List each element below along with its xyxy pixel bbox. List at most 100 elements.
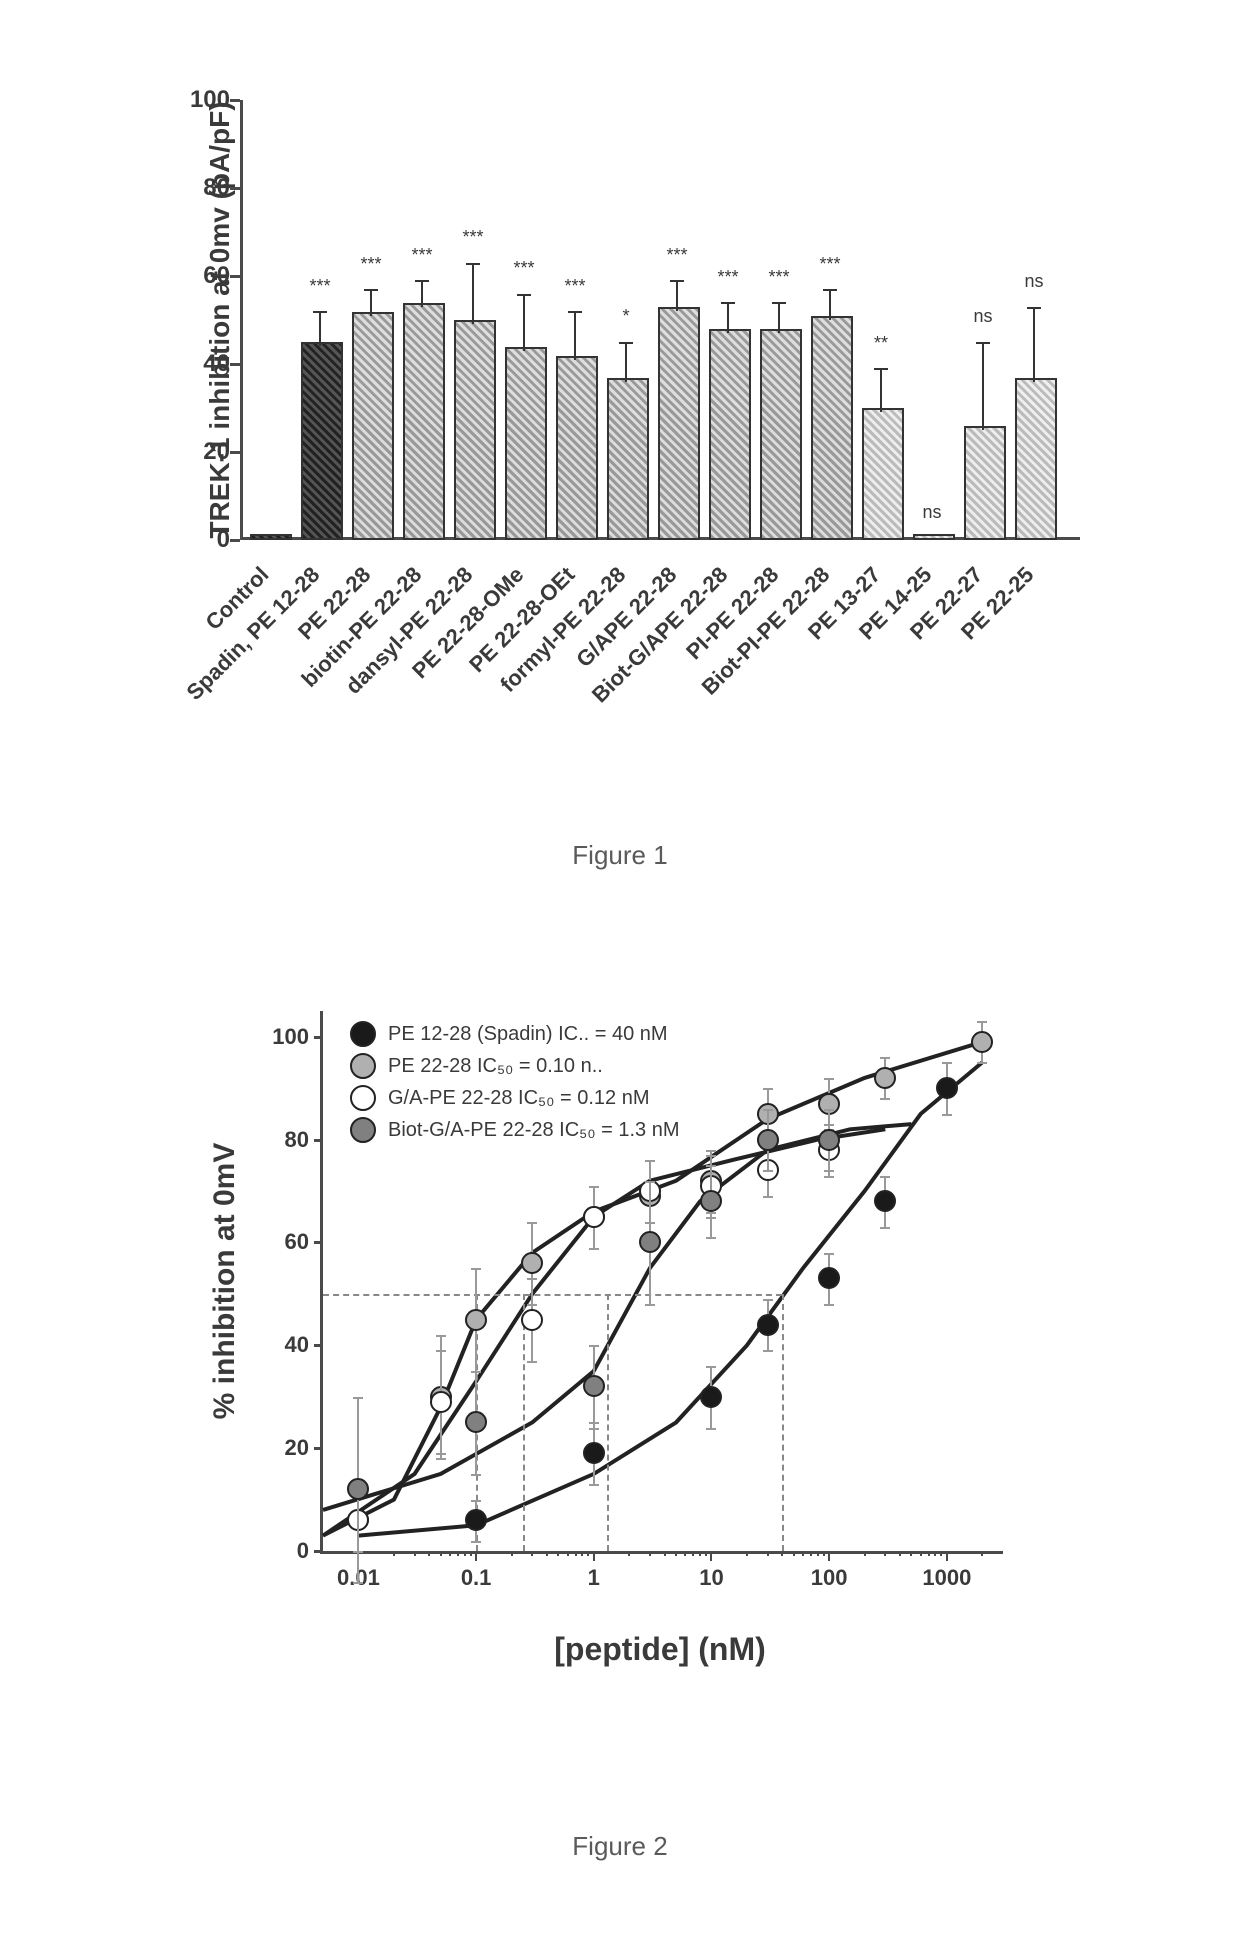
figure-2-data-point bbox=[936, 1077, 958, 1099]
figure-2-error-cap bbox=[977, 1021, 987, 1023]
figure-2-data-point bbox=[465, 1509, 487, 1531]
figure-2-error-cap bbox=[763, 1299, 773, 1301]
figure-2-error-cap bbox=[706, 1155, 716, 1157]
figure-1-error-bar bbox=[982, 342, 984, 430]
figure-1-y-axis bbox=[240, 100, 243, 540]
figure-2-error-cap bbox=[645, 1160, 655, 1162]
figure-2-legend-text: PE 12-28 (Spadin) IC.. = 40 nM bbox=[388, 1023, 668, 1046]
figure-2-x-minor-tick bbox=[767, 1551, 769, 1556]
figure-1-category-label: PI-PE 22-28 bbox=[766, 562, 784, 580]
figure-2-error-cap bbox=[589, 1186, 599, 1188]
figure-2-x-minor-tick bbox=[393, 1551, 395, 1556]
figure-2-data-point bbox=[874, 1190, 896, 1212]
figure-1-error-cap bbox=[670, 280, 684, 282]
figure-2-error-cap bbox=[436, 1453, 446, 1455]
figure-1-error-cap bbox=[874, 368, 888, 370]
figure-1-y-tick bbox=[230, 187, 240, 190]
figure-2-data-point bbox=[430, 1391, 452, 1413]
figure-2-x-tick-label: 1 bbox=[588, 1551, 600, 1591]
figure-2-x-tick-label: 1000 bbox=[922, 1551, 971, 1591]
figure-2-error-cap bbox=[942, 1114, 952, 1116]
figure-2-x-minor-tick bbox=[884, 1551, 886, 1556]
figure-2-error-cap bbox=[824, 1109, 834, 1111]
figure-2-legend-text: G/A-PE 22-28 IC₅₀ = 0.12 nM bbox=[388, 1087, 649, 1110]
figure-1-significance-label: *** bbox=[360, 254, 381, 275]
figure-1-bar bbox=[556, 356, 598, 540]
figure-1-significance-label: ns bbox=[1024, 271, 1043, 292]
figure-2-dashed-ic50-drop bbox=[607, 1294, 609, 1551]
figure-2-x-minor-tick bbox=[557, 1551, 559, 1556]
figure-2-x-minor-tick bbox=[628, 1551, 630, 1556]
figure-2-error-cap bbox=[824, 1253, 834, 1255]
figure-2-x-minor-tick bbox=[449, 1551, 451, 1556]
figure-2-x-minor-tick bbox=[531, 1551, 533, 1556]
figure-2-x-minor-tick bbox=[414, 1551, 416, 1556]
figure-2-data-point bbox=[465, 1411, 487, 1433]
figure-1-significance-label: *** bbox=[513, 258, 534, 279]
figure-2-y-tick-label: 0 bbox=[297, 1538, 323, 1564]
figure-2-data-point bbox=[818, 1267, 840, 1289]
figure-2-error-cap bbox=[824, 1304, 834, 1306]
figure-1-category-label: PE 22-27 bbox=[970, 562, 988, 580]
figure-2-error-cap bbox=[706, 1237, 716, 1239]
figure-1-error-bar bbox=[778, 302, 780, 333]
figure-2-x-minor-tick bbox=[675, 1551, 677, 1556]
figure-1-category-label: G/APE 22-28 bbox=[664, 562, 682, 580]
figure-2-legend-item: G/A-PE 22-28 IC₅₀ = 0.12 nM bbox=[350, 1085, 679, 1111]
figure-1-category-label: PE 22-25 bbox=[1021, 562, 1039, 580]
figure-1-bar bbox=[811, 316, 853, 540]
figure-1-significance-label: *** bbox=[309, 276, 330, 297]
figure-1-category-label: biotin-PE 22-28 bbox=[409, 562, 427, 580]
figure-2-x-minor-tick bbox=[692, 1551, 694, 1556]
figure-2-error-cap bbox=[527, 1278, 537, 1280]
figure-2-legend-marker bbox=[350, 1021, 376, 1047]
figure-2-data-point bbox=[465, 1309, 487, 1331]
figure-1-plot-area: TREK-1 inhibition at 0mv (pA/pF) 0204060… bbox=[240, 100, 1080, 540]
figure-1-error-cap bbox=[721, 302, 735, 304]
figure-2-x-minor-tick bbox=[864, 1551, 866, 1556]
figure-1-bar bbox=[1015, 378, 1057, 540]
figure-1-caption: Figure 1 bbox=[0, 840, 1240, 871]
figure-1-error-bar bbox=[1033, 307, 1035, 382]
figure-2-dashed-50-line bbox=[323, 1294, 782, 1296]
figure-2-error-cap bbox=[589, 1345, 599, 1347]
figure-1-bar bbox=[709, 329, 751, 540]
figure-2-error-cap bbox=[436, 1335, 446, 1337]
figure-1-bar bbox=[913, 534, 955, 540]
figure-1-error-bar bbox=[523, 294, 525, 351]
figure-1-bar bbox=[250, 534, 292, 540]
figure-2-error-cap bbox=[527, 1361, 537, 1363]
figure-2-x-minor-tick bbox=[440, 1551, 442, 1556]
figure-2-error-cap bbox=[880, 1227, 890, 1229]
figure-2-error-cap bbox=[824, 1170, 834, 1172]
page: TREK-1 inhibition at 0mv (pA/pF) 0204060… bbox=[0, 60, 1240, 1862]
figure-2-curve bbox=[323, 1124, 911, 1510]
figure-2-y-tick-label: 80 bbox=[285, 1127, 323, 1153]
figure-1-significance-label: *** bbox=[564, 276, 585, 297]
figure-1-error-cap bbox=[1027, 307, 1041, 309]
figure-2-error-cap bbox=[880, 1057, 890, 1059]
figure-2-y-tick-label: 60 bbox=[285, 1229, 323, 1255]
figure-2-y-axis-label: % inhibition at 0mV bbox=[208, 1143, 242, 1420]
figure-2-data-point bbox=[971, 1031, 993, 1053]
figure-2-y-tick-label: 40 bbox=[285, 1332, 323, 1358]
figure-2-x-minor-tick bbox=[575, 1551, 577, 1556]
figure-1-bar bbox=[352, 312, 394, 540]
figure-1-bar bbox=[301, 342, 343, 540]
figure-1-bar bbox=[607, 378, 649, 540]
figure-2-legend-item: PE 22-28 IC₅₀ = 0.10 n.. bbox=[350, 1053, 679, 1079]
figure-2-legend-item: PE 12-28 (Spadin) IC.. = 40 nM bbox=[350, 1021, 679, 1047]
figure-1-bar bbox=[760, 329, 802, 540]
figure-1-significance-label: *** bbox=[768, 267, 789, 288]
figure-2-caption: Figure 2 bbox=[0, 1831, 1240, 1862]
figure-1-significance-label: *** bbox=[666, 245, 687, 266]
figure-1-significance-label: *** bbox=[819, 254, 840, 275]
figure-2-error-cap bbox=[942, 1062, 952, 1064]
figure-2-error-cap bbox=[763, 1170, 773, 1172]
figure-1-y-tick bbox=[230, 99, 240, 102]
figure-2-data-point bbox=[521, 1309, 543, 1331]
figure-1-significance-label: ns bbox=[922, 502, 941, 523]
figure-1-error-bar bbox=[880, 368, 882, 412]
figure-1-category-label: PE 13-27 bbox=[868, 562, 886, 580]
figure-2-x-tick-label: 100 bbox=[811, 1551, 848, 1591]
